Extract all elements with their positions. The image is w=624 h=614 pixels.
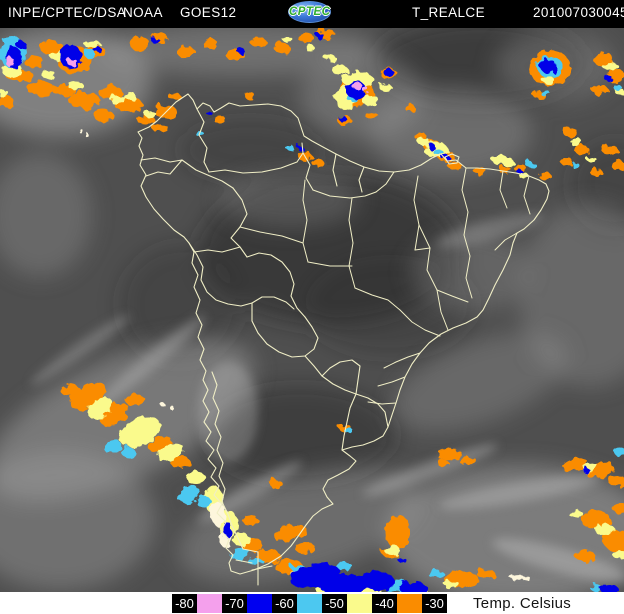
cptec-logo: CPTEC (288, 1, 331, 23)
legend-value-label: -60 (272, 594, 297, 613)
enhancement-pink (6, 57, 369, 93)
legend-value-label: -40 (372, 594, 397, 613)
enhancement-orange (0, 29, 624, 591)
coastline (137, 93, 550, 575)
country-borders (140, 108, 395, 586)
legend-value-label: -70 (222, 594, 247, 613)
timestamp-label: 201007030045 (533, 5, 624, 20)
legend-color-swatch (197, 594, 222, 613)
product-label: T_REALCE (412, 5, 485, 20)
legend-value-label: -30 (422, 594, 447, 613)
legend-value-label: -50 (322, 594, 347, 613)
legend-color-swatch (247, 594, 272, 613)
legend-bar: -80 -70 -60 -50 -40 -30 Temp. Celsius (0, 592, 624, 614)
header-bar: INPE/CPTEC/DSA NOAA GOES12 CPTEC T_REALC… (0, 0, 624, 28)
marajo-island (444, 153, 460, 165)
satellite-image (0, 20, 624, 605)
agency-label: INPE/CPTEC/DSA (8, 5, 127, 20)
legend-title: Temp. Celsius (473, 595, 572, 612)
operator-label: NOAA (123, 5, 163, 20)
satellite-map (0, 20, 624, 605)
cptec-logo-text: CPTEC (289, 6, 331, 18)
legend-color-swatch (397, 594, 422, 613)
satellite-label: GOES12 (180, 5, 237, 20)
grain-texture (0, 28, 624, 592)
enhancement-cyan (0, 36, 624, 592)
state-borders (239, 167, 531, 405)
legend-color-swatch (297, 594, 322, 613)
legend-value-label: -80 (172, 594, 197, 613)
cloud-enhancement-layer (0, 29, 624, 596)
political-borders (137, 93, 550, 586)
legend-cells: -80 -70 -60 -50 -40 -30 (172, 594, 447, 613)
legend-color-swatch (347, 594, 372, 613)
